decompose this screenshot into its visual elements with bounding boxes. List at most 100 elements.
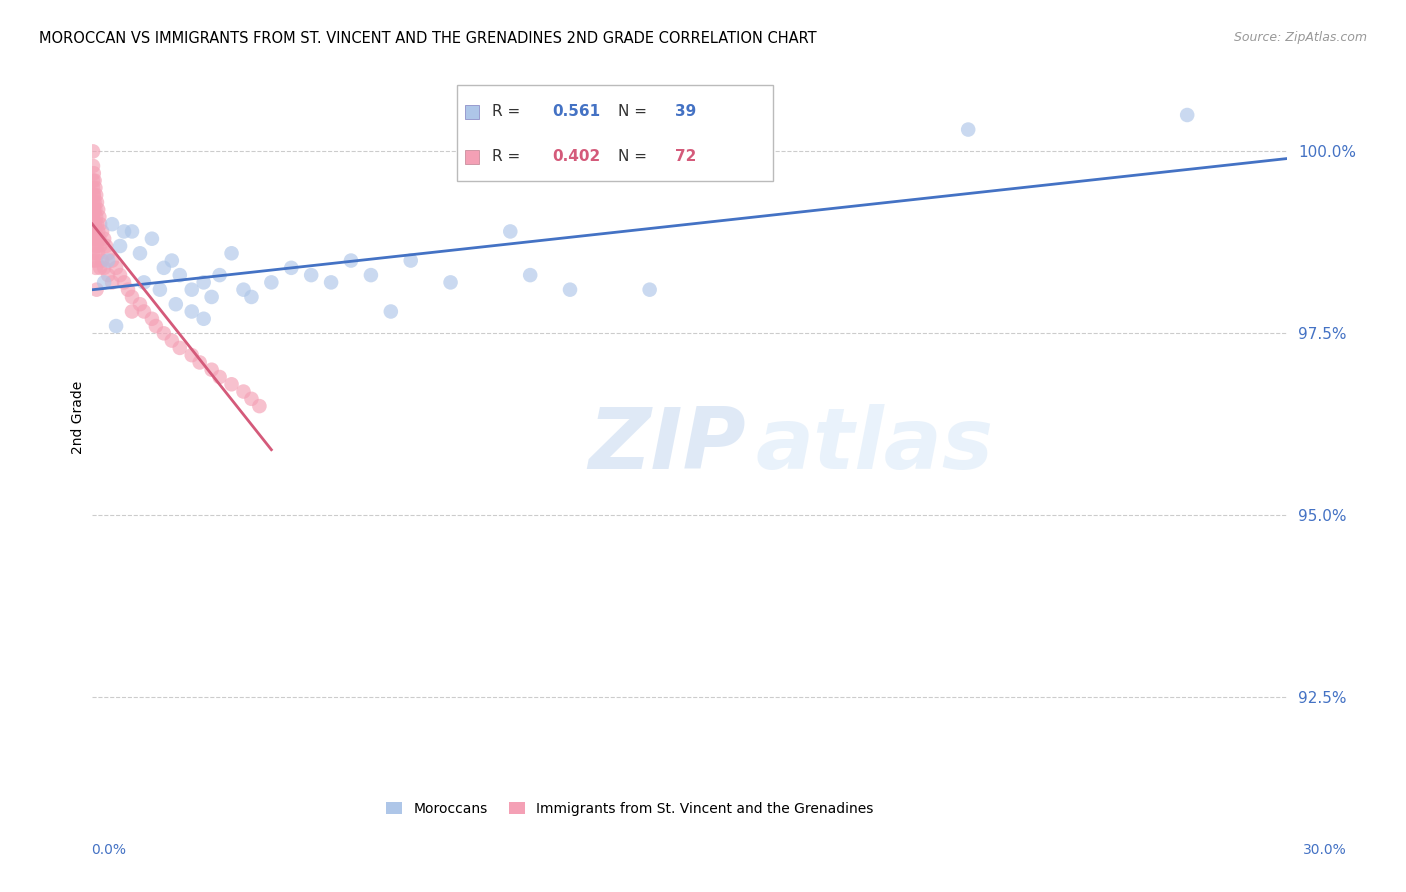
Text: 0.0%: 0.0% [91,843,127,857]
Text: 0.561: 0.561 [553,104,600,120]
Point [519,268,541,282]
Text: N =: N = [617,149,651,164]
Point [108,239,131,253]
Point [145,319,167,334]
Point [1175,108,1198,122]
Point [221,377,243,392]
Point [499,224,522,238]
Point [89,239,111,253]
Point [93,276,115,290]
Point [91,253,114,268]
FancyBboxPatch shape [457,86,773,180]
Point [82,202,104,217]
Point [160,334,183,348]
Point [86,195,108,210]
Point [84,253,107,268]
Point [180,348,202,362]
Point [84,188,107,202]
Point [208,370,231,384]
Text: Source: ZipAtlas.com: Source: ZipAtlas.com [1233,31,1367,45]
Point [86,217,108,231]
Point [82,145,104,159]
Text: atlas: atlas [755,404,993,487]
Point [340,253,363,268]
Point [201,290,224,304]
Point [84,239,107,253]
Point [82,181,104,195]
Point [82,232,104,246]
Point [97,253,120,268]
Y-axis label: 2nd Grade: 2nd Grade [72,380,86,454]
Text: 0.402: 0.402 [553,149,600,164]
Point [153,260,176,275]
Point [558,283,581,297]
Point [141,232,163,246]
Point [112,276,135,290]
Point [108,268,131,282]
Point [82,210,104,224]
Point [83,166,105,180]
Point [97,268,120,282]
Point [89,210,111,224]
Point [132,304,155,318]
Point [319,276,342,290]
Point [280,260,302,275]
Point [89,260,111,275]
Point [141,311,163,326]
Point [249,399,271,413]
Point [193,311,215,326]
Point [82,173,104,187]
Point [93,232,115,246]
Point [129,246,152,260]
Text: 30.0%: 30.0% [1303,843,1347,857]
Point [169,268,191,282]
Point [82,253,104,268]
Point [232,384,254,399]
Legend: Moroccans, Immigrants from St. Vincent and the Grenadines: Moroccans, Immigrants from St. Vincent a… [385,802,873,816]
Point [86,283,108,297]
Text: ZIP: ZIP [588,404,745,487]
Point [201,362,224,376]
Point [299,268,322,282]
Point [87,246,110,260]
Point [83,217,105,231]
Point [121,224,143,238]
Point [121,290,143,304]
Text: R =: R = [492,149,526,164]
Point [380,304,402,318]
Point [221,246,243,260]
Point [83,217,105,231]
Point [84,202,107,217]
Point [87,202,110,217]
Point [82,224,104,238]
Point [957,122,980,136]
Point [360,268,382,282]
Point [188,355,211,369]
Point [84,224,107,238]
Point [84,181,107,195]
Point [439,276,461,290]
Point [83,217,105,231]
Point [129,297,152,311]
Point [165,297,187,311]
Point [149,283,172,297]
Point [105,260,128,275]
Text: R =: R = [492,104,526,120]
Point [112,224,135,238]
Point [89,217,111,231]
Point [132,276,155,290]
Point [121,304,143,318]
Point [101,217,124,231]
Point [82,188,104,202]
Point [97,246,120,260]
Point [93,260,115,275]
Point [101,253,124,268]
Text: 72: 72 [675,149,696,164]
Point [117,283,139,297]
Point [83,202,105,217]
Point [101,276,124,290]
Point [84,260,107,275]
Point [180,304,202,318]
Point [83,173,105,187]
Point [89,232,111,246]
